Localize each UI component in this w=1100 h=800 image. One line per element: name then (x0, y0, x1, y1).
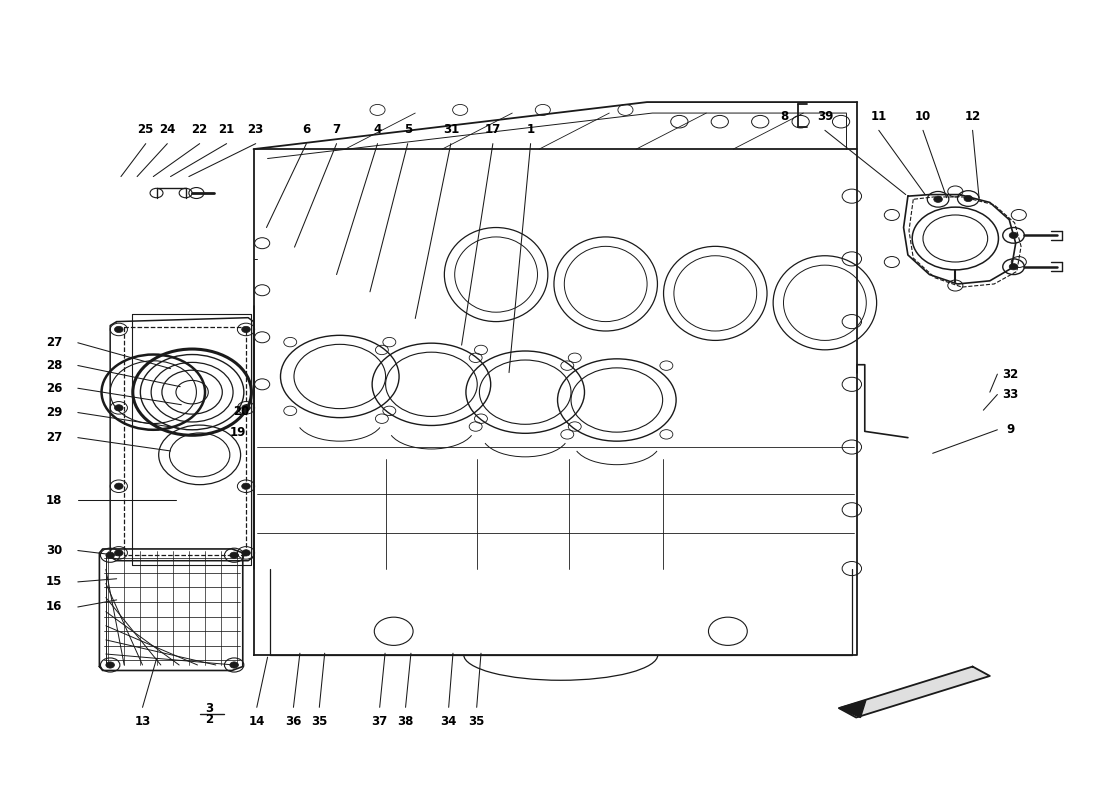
Text: 38: 38 (397, 715, 414, 728)
Text: 1: 1 (527, 123, 535, 136)
Text: 6: 6 (302, 123, 310, 136)
Text: 9: 9 (1006, 423, 1014, 436)
Text: 33: 33 (1002, 388, 1019, 401)
Circle shape (1009, 232, 1018, 238)
Text: 15: 15 (46, 575, 63, 588)
Text: 37: 37 (372, 715, 388, 728)
Text: 16: 16 (46, 601, 63, 614)
Circle shape (114, 550, 123, 556)
Text: 10: 10 (915, 110, 931, 122)
Text: 11: 11 (871, 110, 887, 122)
Text: 4: 4 (373, 123, 382, 136)
Text: 29: 29 (46, 406, 63, 419)
Text: 27: 27 (46, 336, 63, 350)
Text: 30: 30 (46, 544, 63, 557)
Text: 8: 8 (780, 110, 788, 122)
Text: 14: 14 (249, 715, 265, 728)
Text: 39: 39 (816, 110, 833, 122)
Text: 31: 31 (442, 123, 459, 136)
Circle shape (242, 405, 251, 411)
Text: 20: 20 (233, 406, 250, 418)
Circle shape (114, 326, 123, 333)
Text: 18: 18 (46, 494, 63, 507)
Text: 25: 25 (138, 123, 154, 136)
Polygon shape (839, 666, 990, 718)
Text: 35: 35 (469, 715, 485, 728)
Circle shape (242, 326, 251, 333)
Text: 32: 32 (1002, 368, 1019, 381)
Text: 17: 17 (485, 123, 501, 136)
Text: 24: 24 (160, 123, 176, 136)
Circle shape (230, 552, 239, 558)
Circle shape (1009, 263, 1018, 270)
Circle shape (114, 405, 123, 411)
Circle shape (242, 483, 251, 490)
Text: 2: 2 (206, 713, 213, 726)
Text: 36: 36 (285, 715, 301, 728)
Circle shape (106, 662, 114, 668)
Text: 34: 34 (440, 715, 456, 728)
Text: 3: 3 (206, 702, 213, 714)
Circle shape (934, 196, 943, 202)
Circle shape (230, 662, 239, 668)
Text: 13: 13 (134, 715, 151, 728)
Text: 5: 5 (404, 123, 411, 136)
Text: 12: 12 (965, 110, 981, 122)
Text: 23: 23 (248, 123, 264, 136)
Text: 27: 27 (46, 431, 63, 444)
Text: 21: 21 (219, 123, 234, 136)
Polygon shape (839, 700, 866, 718)
Text: 22: 22 (191, 123, 208, 136)
Circle shape (114, 483, 123, 490)
Circle shape (106, 552, 114, 558)
Text: 26: 26 (46, 382, 63, 394)
Circle shape (964, 195, 972, 202)
Circle shape (242, 550, 251, 556)
Text: 19: 19 (229, 426, 245, 439)
Text: 7: 7 (332, 123, 341, 136)
Text: 28: 28 (46, 359, 63, 372)
Text: 35: 35 (311, 715, 328, 728)
